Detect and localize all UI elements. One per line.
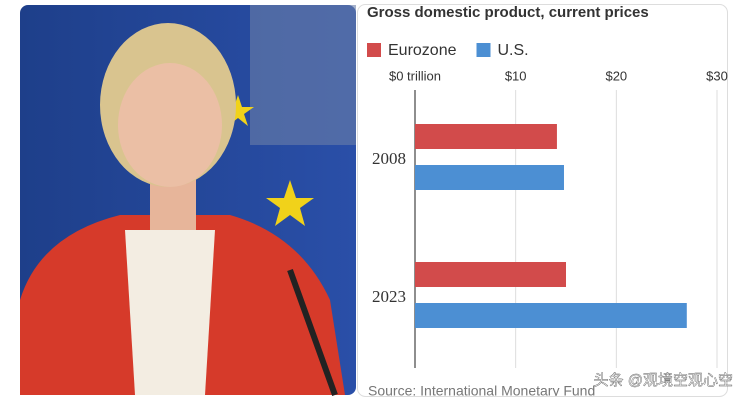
legend-label: Eurozone xyxy=(388,42,457,59)
plot: Eurozone U.S. $0 trillion $10 $20 $30 2008 2023 xyxy=(367,42,728,368)
photo xyxy=(20,5,356,397)
legend-swatch xyxy=(476,43,491,57)
chart-panel xyxy=(357,4,727,396)
panel-border xyxy=(357,4,728,397)
bar xyxy=(415,165,564,190)
bar xyxy=(415,262,566,287)
category-label: 2023 xyxy=(372,287,406,306)
chart-title: Gross domestic product, current prices xyxy=(367,4,649,21)
bar xyxy=(415,124,557,149)
legend-label: U.S. xyxy=(498,42,529,59)
watermark: 头条 @观境空观心空 xyxy=(594,371,733,389)
source: Source: International Monetary Fund xyxy=(368,383,595,399)
category-label: 2008 xyxy=(372,149,406,168)
x-tick-label: $20 xyxy=(605,68,627,83)
x-tick-label: $10 xyxy=(505,68,527,83)
x-tick-label: $30 xyxy=(706,68,728,83)
bar xyxy=(415,303,687,328)
x-tick-label: $0 trillion xyxy=(389,68,441,83)
legend-swatch xyxy=(367,43,381,57)
